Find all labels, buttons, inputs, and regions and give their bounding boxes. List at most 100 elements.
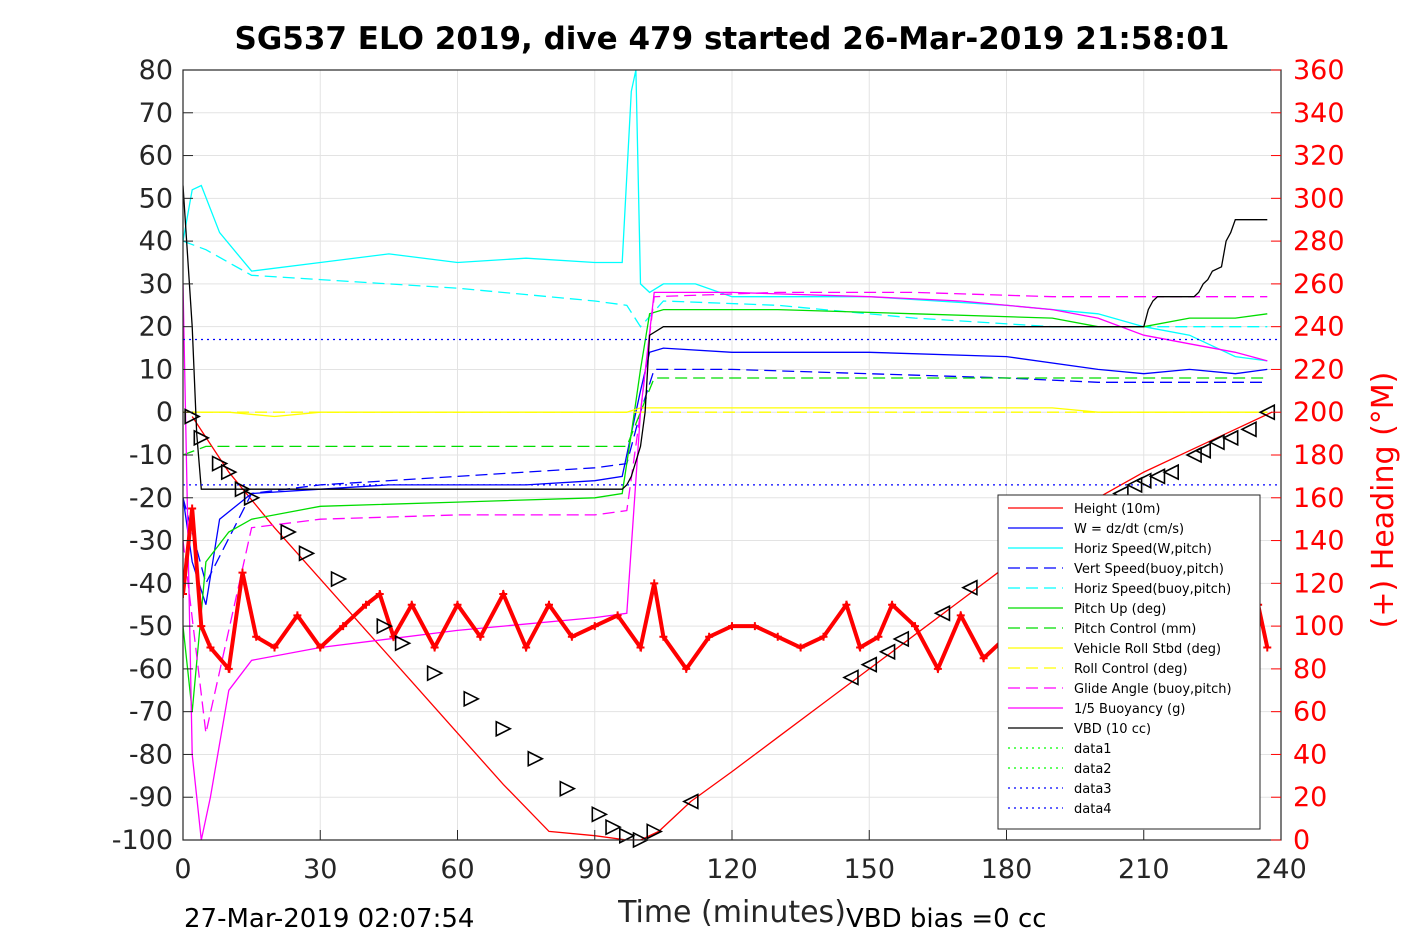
- right-tick-label-5: 260: [1293, 269, 1345, 300]
- ascent-marker-0: [682, 793, 699, 810]
- legend-label-8: Roll Control (deg): [1074, 662, 1188, 677]
- legend-label-14: data3: [1074, 782, 1112, 797]
- heading-point-0: [183, 590, 187, 599]
- descent-marker-10: [394, 634, 412, 652]
- right-tick-label-0: 360: [1293, 55, 1345, 86]
- ascent-marker-4: [892, 630, 910, 648]
- legend: Height (10m) W = dz/dt (cm/s) Horiz Speed(…: [997, 494, 1261, 830]
- left-tick-label-0: 80: [139, 55, 173, 86]
- heading-point-34: [842, 600, 851, 609]
- heading-point-4: [224, 664, 233, 673]
- right-tick-label-13: 100: [1293, 611, 1345, 642]
- heading-point-40: [956, 611, 965, 620]
- ascent-marker-9: [1134, 472, 1152, 489]
- heading-point-1: [188, 504, 197, 513]
- right-tick-label-11: 140: [1293, 526, 1345, 557]
- heading-point-3: [206, 643, 215, 652]
- series-line-11: [183, 185, 1268, 490]
- ascent-marker-10: [1148, 468, 1166, 485]
- heading-point-11: [362, 600, 370, 609]
- heading-point-5: [238, 568, 247, 577]
- legend-label-2: Horiz Speed(W,pitch): [1074, 542, 1212, 557]
- descent-marker-4: [234, 480, 252, 498]
- heading-point-54: [1263, 643, 1272, 652]
- descent-marker-0: [184, 408, 201, 425]
- heading-point-17: [476, 632, 485, 641]
- right-tick-label-7: 220: [1293, 354, 1345, 385]
- series-line-2: [183, 70, 1268, 362]
- heading-point-28: [705, 632, 714, 641]
- legend-label-0: Height (10m): [1074, 502, 1160, 517]
- heading-point-20: [545, 600, 553, 609]
- heading-point-14: [407, 600, 416, 609]
- left-tick-label-18: -100: [112, 825, 173, 856]
- right-tick-label-9: 180: [1293, 440, 1345, 471]
- right-tick-label-2: 320: [1293, 141, 1345, 172]
- legend-label-9: Glide Angle (buoy,pitch): [1074, 682, 1232, 697]
- ascent-marker-12: [1185, 446, 1202, 464]
- descent-marker-2: [211, 455, 229, 472]
- ascent-marker-15: [1221, 429, 1239, 447]
- descent-marker-7: [298, 545, 316, 562]
- legend-label-15: data4: [1074, 802, 1112, 817]
- series-line-10: [183, 283, 1268, 840]
- left-tick-label-10: -20: [129, 483, 173, 514]
- series-line-9: [183, 291, 1268, 734]
- heading-point-12: [375, 590, 384, 599]
- left-tick-label-6: 20: [139, 312, 173, 343]
- heading-point-38: [911, 622, 919, 631]
- left-axis-ticks: 80 70 60 50 40 30 20 10 0 -10 -20 -30 -40 -50 -60 -70 -8…: [112, 55, 193, 856]
- x-axis-ticks: 0 30 60 90 120 150 180 210 240: [174, 830, 1307, 885]
- heading-point-37: [888, 600, 897, 609]
- x-tick-label-7: 210: [1118, 854, 1170, 885]
- left-tick-label-1: 70: [139, 98, 173, 129]
- left-tick-label-11: -30: [129, 526, 173, 557]
- ascent-marker-16: [1240, 421, 1257, 438]
- descent-marker-5: [243, 489, 261, 507]
- left-tick-label-16: -80: [129, 739, 173, 770]
- ascent-marker-1: [842, 669, 859, 686]
- chart-title: SG537 ELO 2019, dive 479 started 26-Mar-…: [235, 21, 1230, 57]
- x-tick-label-6: 180: [981, 854, 1033, 885]
- heading-point-22: [590, 622, 599, 631]
- heading-point-30: [750, 622, 759, 631]
- legend-box: [997, 494, 1261, 830]
- descent-marker-6: [280, 523, 298, 541]
- heading-point-32: [796, 643, 805, 652]
- heading-point-27: [682, 664, 691, 673]
- x-tick-label-3: 90: [578, 854, 612, 885]
- right-tick-label-8: 200: [1293, 397, 1345, 428]
- x-axis-label: Time (minutes): [617, 895, 846, 930]
- descent-marker-14: [527, 750, 545, 768]
- heading-point-35: [856, 643, 865, 652]
- legend-label-6: Pitch Control (mm): [1074, 622, 1196, 637]
- heading-point-18: [499, 590, 508, 599]
- descent-marker-12: [463, 690, 481, 708]
- descent-marker-16: [591, 806, 609, 823]
- ascent-marker-2: [860, 656, 878, 673]
- right-tick-label-6: 240: [1293, 312, 1345, 343]
- x-tick-label-1: 30: [303, 854, 337, 885]
- x-tick-label-0: 0: [174, 854, 191, 885]
- ascent-marker-5: [933, 604, 951, 622]
- ascent-marker-13: [1194, 442, 1212, 460]
- right-tick-label-1: 340: [1293, 98, 1345, 129]
- left-tick-label-9: -10: [129, 440, 173, 471]
- heading-point-10: [339, 622, 348, 631]
- descent-marker-8: [330, 570, 348, 588]
- descent-marker-18: [618, 827, 636, 845]
- left-tick-label-7: 10: [139, 354, 173, 385]
- legend-label-3: Vert Speed(buoy,pitch): [1074, 562, 1224, 577]
- heading-point-7: [270, 643, 279, 652]
- left-tick-label-8: 0: [156, 397, 173, 428]
- legend-label-4: Horiz Speed(buoy,pitch): [1074, 582, 1231, 597]
- x-tick-label-5: 150: [843, 854, 895, 885]
- legend-label-13: data2: [1074, 762, 1112, 777]
- left-tick-label-14: -60: [129, 654, 173, 685]
- legend-label-5: Pitch Up (deg): [1074, 602, 1166, 617]
- heading-point-29: [728, 622, 736, 631]
- right-tick-label-16: 40: [1293, 739, 1327, 770]
- heading-point-24: [636, 643, 645, 652]
- left-tick-label-17: -90: [129, 782, 173, 813]
